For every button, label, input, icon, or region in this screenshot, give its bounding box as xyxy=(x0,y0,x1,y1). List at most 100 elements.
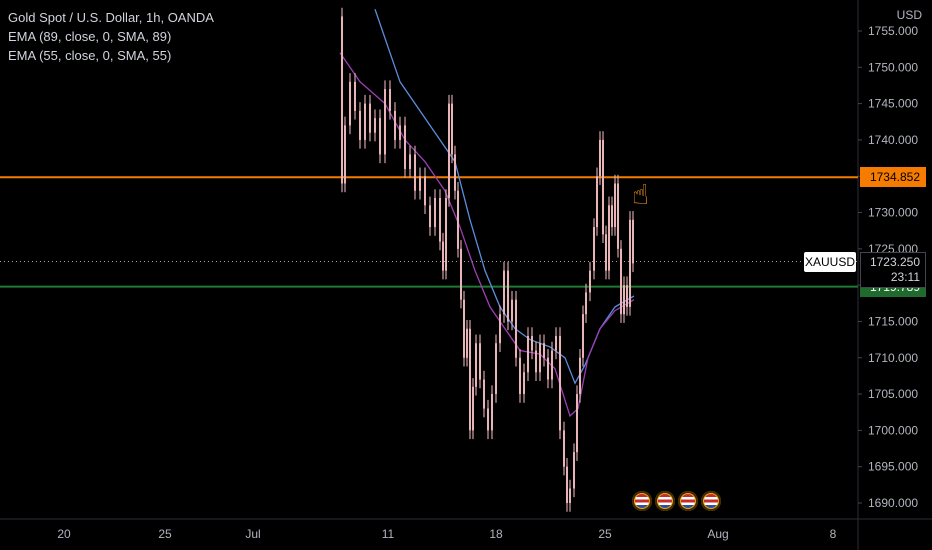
candle-body xyxy=(555,335,557,351)
candle-body xyxy=(535,350,537,373)
time-tick-label: 25 xyxy=(158,527,172,541)
candle-body xyxy=(354,81,356,111)
price-tick-label: 1730.000 xyxy=(868,206,918,220)
candle-body xyxy=(487,408,489,431)
candle-body xyxy=(515,299,517,358)
candle-body xyxy=(483,379,485,409)
bar-countdown: 23:11 xyxy=(890,270,920,284)
price-tick-label: 1740.000 xyxy=(868,133,918,147)
price-tick-label: 1710.000 xyxy=(868,351,918,365)
candle-body xyxy=(531,335,533,351)
time-tick-label: Aug xyxy=(707,527,728,541)
candle-body xyxy=(527,335,529,373)
price-tick-label: 1700.000 xyxy=(868,423,918,437)
candle-body xyxy=(404,125,406,169)
time-tick-label: 18 xyxy=(489,527,503,541)
candle-body xyxy=(457,190,459,249)
candle-body xyxy=(499,314,501,344)
candle-body xyxy=(369,103,371,133)
candle-body xyxy=(469,328,471,431)
candle-body xyxy=(593,227,595,271)
time-axis: 20 25 Jul 11 18 25 Aug 8 xyxy=(57,527,836,541)
candle-body xyxy=(364,103,366,140)
candle-body xyxy=(569,488,571,503)
currency-label[interactable]: USD xyxy=(896,8,922,22)
candle-body xyxy=(374,118,376,133)
us-flag-event-icon[interactable] xyxy=(678,491,698,511)
candle-body xyxy=(547,357,549,380)
price-tick-label: 1705.000 xyxy=(868,387,918,401)
time-tick-label: Jul xyxy=(245,527,260,541)
candle-body xyxy=(419,176,421,191)
candle-body xyxy=(611,205,613,228)
price-tick-label: 1695.000 xyxy=(868,460,918,474)
candle-body xyxy=(394,110,396,140)
candle-body xyxy=(563,430,565,467)
candle-body xyxy=(439,198,441,242)
candle-body xyxy=(344,125,346,184)
candle-body xyxy=(466,328,468,358)
candle-body xyxy=(629,219,631,307)
chart-series xyxy=(339,7,635,512)
candle-body xyxy=(511,299,513,322)
price-tick-label: 1755.000 xyxy=(868,24,918,38)
resistance-price-value: 1734.852 xyxy=(869,170,920,185)
candle-body xyxy=(626,285,628,307)
price-tick-label: 1745.000 xyxy=(868,97,918,111)
candle-body xyxy=(389,89,391,111)
horizontal-levels xyxy=(0,176,858,288)
candle-body xyxy=(602,139,604,235)
legend-ema-55[interactable]: EMA (55, close, 0, SMA, 55) xyxy=(8,48,172,63)
candle-body xyxy=(424,176,426,206)
candle-body xyxy=(576,394,578,453)
candle-body xyxy=(460,248,462,300)
candle-body xyxy=(491,394,493,431)
candle-body xyxy=(585,292,587,315)
candle-body xyxy=(551,350,553,380)
candle-body xyxy=(582,314,584,358)
time-tick-label: 8 xyxy=(830,527,837,541)
us-flag-event-icon[interactable] xyxy=(655,491,675,511)
candle-body xyxy=(566,466,568,503)
candle-body xyxy=(507,270,509,322)
current-price-tag: 1723.250 23:11 xyxy=(860,252,926,288)
candle-body xyxy=(620,248,622,315)
candle-body xyxy=(384,89,386,155)
price-tick-label: 1750.000 xyxy=(868,60,918,74)
candle-body xyxy=(429,205,431,228)
candle-body xyxy=(454,154,456,191)
candle-body xyxy=(559,335,561,431)
time-tick-label: 25 xyxy=(598,527,612,541)
us-flag-event-icon[interactable] xyxy=(701,491,721,511)
legend-title: Gold Spot / U.S. Dollar, 1h, OANDA xyxy=(8,10,214,25)
candle-body xyxy=(359,110,361,140)
candle-body xyxy=(399,125,401,140)
candle-body xyxy=(463,299,465,358)
candle-body xyxy=(349,81,351,126)
candle-body xyxy=(614,183,616,228)
pointing-hand-icon: ☝ xyxy=(632,179,650,210)
candle-body xyxy=(608,205,610,271)
price-tick-label: 1690.000 xyxy=(868,496,918,510)
symbol-tag: XAUUSD xyxy=(804,252,856,272)
time-tick-label: 20 xyxy=(57,527,71,541)
candle-body xyxy=(451,103,453,155)
chart-legend: Gold Spot / U.S. Dollar, 1h, OANDA EMA (… xyxy=(8,8,214,65)
candle-body xyxy=(573,452,575,489)
candle-body xyxy=(495,343,497,395)
current-price-value: 1723.250 xyxy=(869,255,920,269)
price-tick-label: 1715.000 xyxy=(868,314,918,328)
resistance-price-tag: 1734.852 xyxy=(860,167,926,188)
us-flag-event-icon[interactable] xyxy=(632,491,652,511)
economic-events[interactable] xyxy=(632,491,724,511)
candle-body xyxy=(596,176,598,228)
candle-body xyxy=(448,103,450,199)
candle-body xyxy=(617,183,619,249)
candle-body xyxy=(579,357,581,395)
candle-body xyxy=(409,154,411,169)
candle-body xyxy=(479,343,481,380)
legend-ema-89[interactable]: EMA (89, close, 0, SMA, 89) xyxy=(8,29,172,44)
candle-body xyxy=(599,139,601,177)
